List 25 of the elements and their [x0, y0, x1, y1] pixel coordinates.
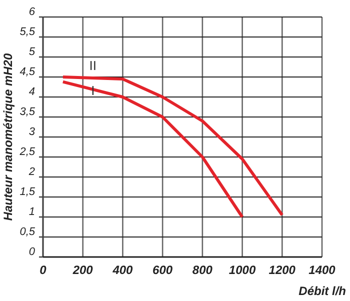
y-tick-label: 6	[28, 6, 36, 18]
x-tick-label: 0	[40, 263, 47, 277]
series-label: II	[89, 58, 97, 73]
x-tick-label: 600	[152, 263, 173, 277]
y-tick-label: 4,5	[20, 66, 36, 78]
y-tick-label: 1,5	[20, 186, 36, 198]
y-tick-label: 4	[28, 86, 35, 98]
x-tick-label: 400	[112, 263, 134, 277]
y-tick-label: 0,5	[20, 226, 36, 238]
y-tick-label: 0	[28, 246, 36, 258]
x-tick-label: 1000	[228, 263, 256, 277]
x-tick-label: 1400	[308, 263, 336, 277]
x-tick-label: 200	[72, 263, 94, 277]
y-tick-label: 5,5	[20, 26, 36, 38]
y-axis-title: Hauteur manométrique mH20	[1, 52, 15, 221]
y-tick-label: 1	[28, 206, 35, 218]
x-tick-label: 800	[192, 263, 213, 277]
y-tick-label: 5	[28, 46, 36, 58]
x-axis-title: Débit l/h	[298, 284, 346, 298]
y-tick-label: 2,5	[18, 146, 36, 158]
y-tick-label: 2	[28, 166, 35, 178]
y-tick-label: 3,5	[20, 106, 36, 118]
x-tick-label: 1200	[268, 263, 296, 277]
series-label: I	[91, 82, 95, 98]
y-tick-label: 3	[28, 126, 36, 138]
